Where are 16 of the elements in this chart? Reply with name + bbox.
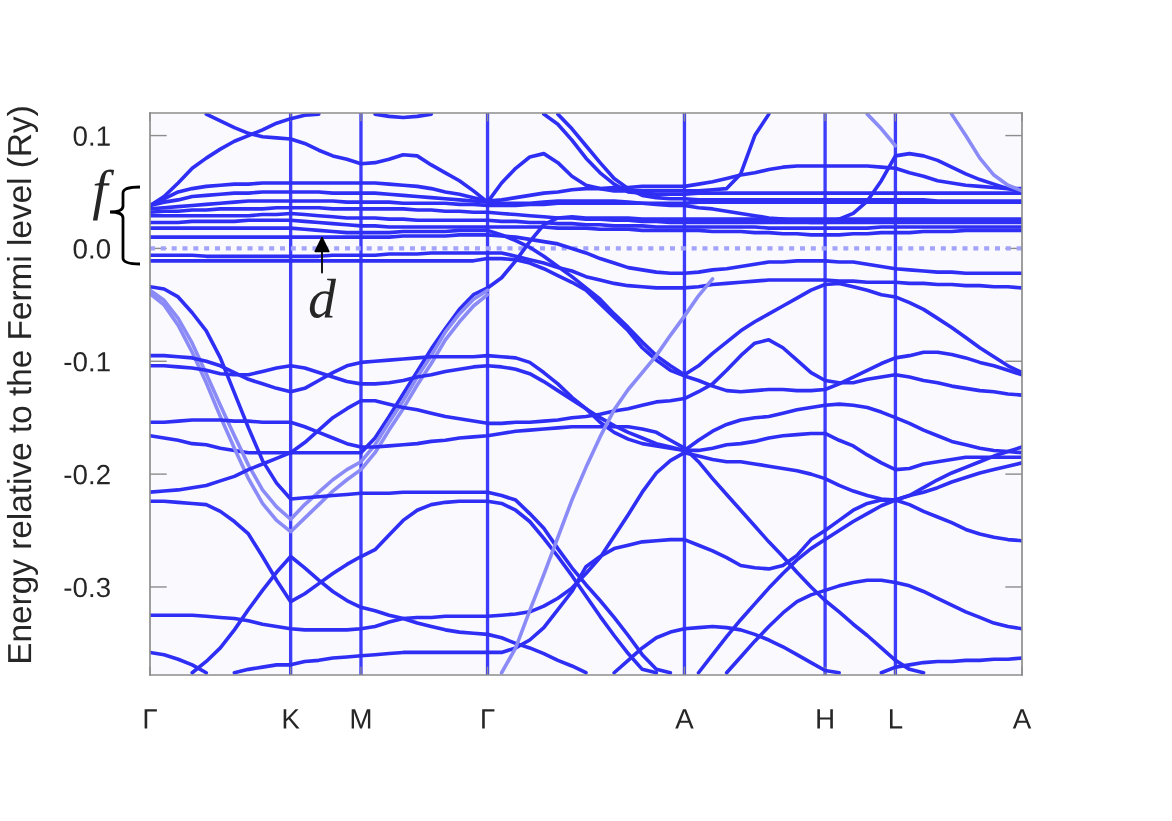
y-axis-title: Energy relative to the Fermi level (Ry) <box>6 107 38 662</box>
x-tick-label: K <box>283 709 300 729</box>
x-tick-label: A <box>1012 709 1032 729</box>
annotation: d <box>309 278 337 318</box>
y-tick-label: -0.2 <box>64 464 110 485</box>
y-tick-label: 0.1 <box>73 126 110 146</box>
x-tick-label: L <box>889 709 903 729</box>
text: f <box>92 169 115 221</box>
x-tick-label: Γ <box>144 709 157 729</box>
x-tick-label: A <box>675 709 694 729</box>
x-tick-label: Γ <box>482 709 495 729</box>
y-tick-label: -0.3 <box>64 577 110 598</box>
x-tick-label: H <box>817 709 833 729</box>
y-tick-label: -0.1 <box>64 351 110 372</box>
x-tick-label: M <box>351 709 371 729</box>
y-tick-label: 0.0 <box>73 239 111 259</box>
